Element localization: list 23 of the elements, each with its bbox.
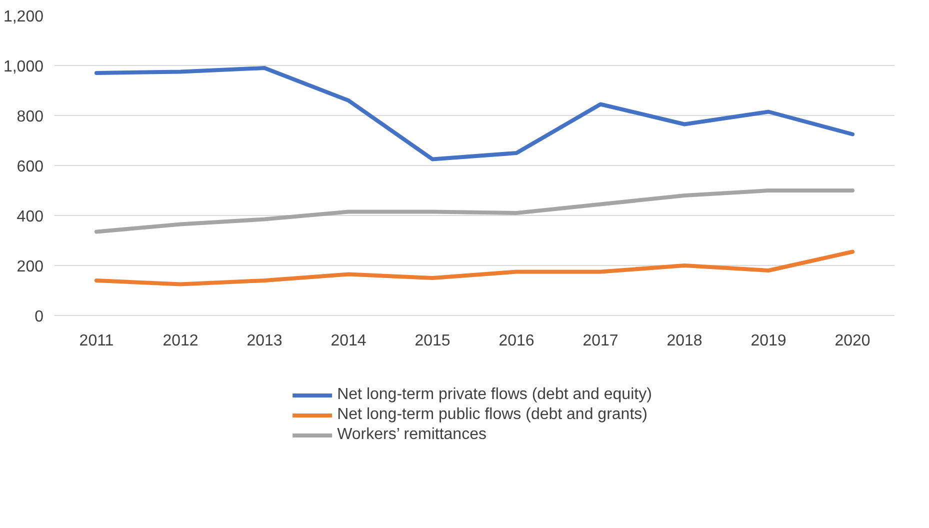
y-tick-label: 200	[16, 258, 44, 276]
x-tick-label: 2015	[414, 332, 450, 350]
y-tick-label: 0	[34, 308, 44, 326]
legend-label: Workers’ remittances	[337, 426, 486, 444]
y-tick-label: 600	[16, 158, 44, 176]
x-tick-label: 2017	[582, 332, 618, 350]
x-tick-label: 2020	[834, 332, 870, 350]
legend-label: Net long-term private flows (debt and equity)	[337, 386, 652, 404]
y-tick-label: 1,000	[3, 58, 44, 76]
y-tick-label: 800	[16, 108, 44, 126]
x-tick-label: 2016	[498, 332, 534, 350]
x-tick-label: 2013	[246, 332, 282, 350]
y-tick-label: 400	[16, 208, 44, 226]
line-series	[94, 250, 854, 286]
x-tick-label: 2011	[79, 332, 114, 350]
line-series	[94, 66, 854, 162]
line-series	[94, 188, 854, 234]
x-tick-label: 2014	[330, 332, 366, 350]
legend-label: Net long-term public flows (debt and grants)	[337, 406, 648, 424]
x-tick-label: 2012	[162, 332, 198, 350]
y-tick-label: 1,200	[3, 8, 44, 26]
x-tick-label: 2018	[666, 332, 702, 350]
x-tick-label: 2019	[750, 332, 786, 350]
